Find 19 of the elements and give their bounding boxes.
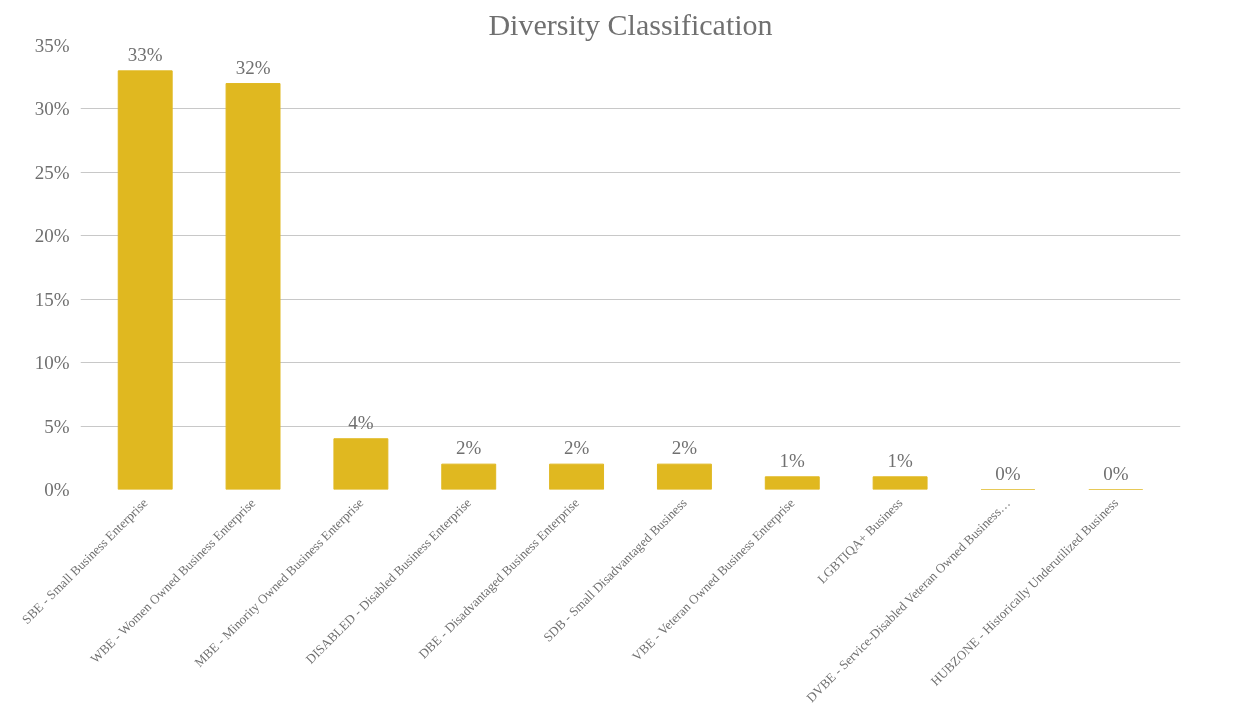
data-label: 2% [563, 437, 590, 459]
data-label: 1% [779, 449, 806, 471]
y-tick-label: 5% [44, 415, 70, 437]
y-tick-label: 30% [34, 98, 70, 120]
data-label: 2% [456, 437, 482, 459]
y-tick-label: 25% [34, 161, 70, 183]
y-tick-label: 35% [34, 35, 70, 56]
data-label: 32% [235, 56, 271, 78]
y-tick-label: 15% [34, 288, 70, 310]
data-label: 2% [671, 437, 698, 459]
y-tick-label: 20% [34, 225, 70, 247]
y-tick-label: 0% [44, 479, 70, 500]
data-label: 1% [887, 449, 913, 471]
data-label: 4% [348, 411, 374, 433]
data-label: 33% [127, 43, 163, 65]
chart-title: Diversity Classification [488, 7, 773, 41]
data-label: 0% [1103, 462, 1129, 484]
data-label: 0% [995, 462, 1021, 484]
y-tick-label: 10% [34, 352, 70, 374]
